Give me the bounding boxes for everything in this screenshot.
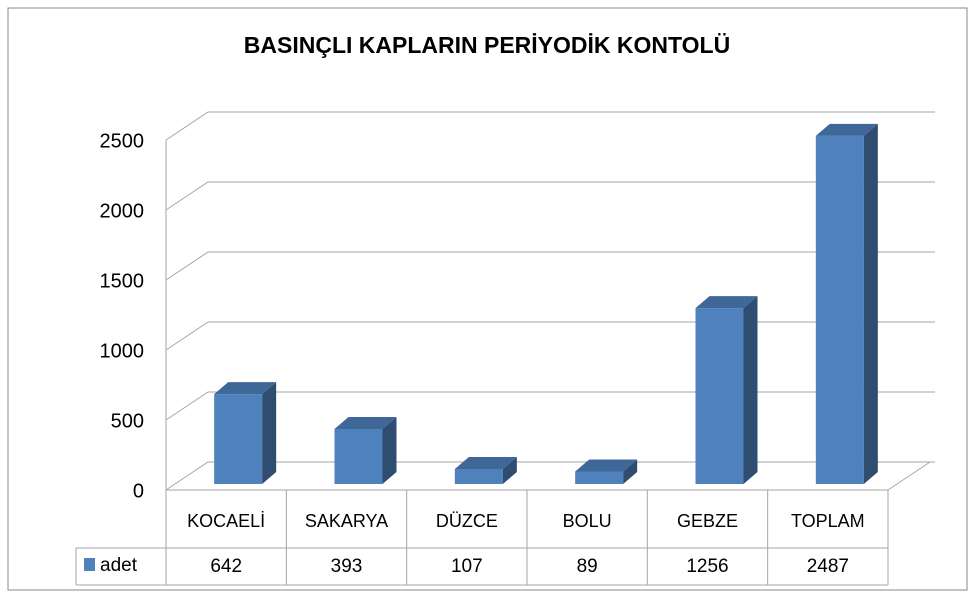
- grid-line: [165, 461, 935, 491]
- y-tick-label: 1000: [100, 340, 145, 362]
- bar: [214, 382, 277, 484]
- bar: [575, 459, 638, 484]
- legend-label: adet: [100, 555, 138, 576]
- y-tick-label: 500: [111, 410, 144, 432]
- bar-front: [575, 471, 624, 484]
- bar-side: [382, 416, 397, 484]
- bar-front: [454, 469, 503, 484]
- y-tick-label: 2500: [100, 130, 145, 152]
- bar-top: [575, 459, 638, 472]
- x-tick-label: DÜZCE: [436, 511, 498, 531]
- bar: [334, 416, 397, 484]
- table-value: 2487: [807, 556, 849, 577]
- x-tick-label: TOPLAM: [791, 511, 865, 531]
- bar-top: [334, 416, 397, 429]
- bar: [695, 296, 758, 484]
- bar-top: [454, 457, 517, 470]
- bar-front: [214, 394, 263, 484]
- bar-top: [815, 123, 878, 136]
- x-tick-label: BOLU: [563, 511, 612, 531]
- x-tick-label: SAKARYA: [305, 511, 388, 531]
- bar: [815, 123, 878, 484]
- bar-side: [502, 457, 517, 484]
- floor-line: [887, 461, 931, 491]
- grid-line: [165, 181, 935, 211]
- bar: [454, 457, 517, 484]
- bar-top: [695, 296, 758, 309]
- bar-front: [815, 135, 864, 484]
- x-tick-label: GEBZE: [677, 511, 738, 531]
- table-value: 393: [331, 556, 363, 577]
- bar-front: [334, 428, 383, 484]
- bar-side: [623, 459, 638, 484]
- table-value: 89: [577, 556, 598, 577]
- chart-title: BASINÇLI KAPLARIN PERİYODİK KONTOLÜ: [244, 32, 730, 58]
- y-tick-label: 2000: [100, 200, 145, 222]
- x-tick-label: KOCAELİ: [187, 511, 265, 531]
- table-value: 1256: [686, 556, 728, 577]
- bar-top: [214, 382, 277, 395]
- bar-front: [695, 308, 744, 484]
- y-tick-label: 1500: [100, 270, 145, 292]
- grid-line: [165, 251, 935, 281]
- bar-side: [262, 382, 277, 484]
- table-value: 107: [451, 556, 483, 577]
- y-tick-label: 0: [133, 480, 144, 502]
- chart-border: [7, 7, 968, 591]
- grid-line: [165, 321, 935, 351]
- grid-line: [165, 111, 935, 141]
- grid-line: [165, 391, 935, 421]
- bar-side: [863, 123, 878, 484]
- bar-side: [743, 296, 758, 484]
- legend-key: [84, 558, 95, 571]
- table-value: 642: [210, 556, 242, 577]
